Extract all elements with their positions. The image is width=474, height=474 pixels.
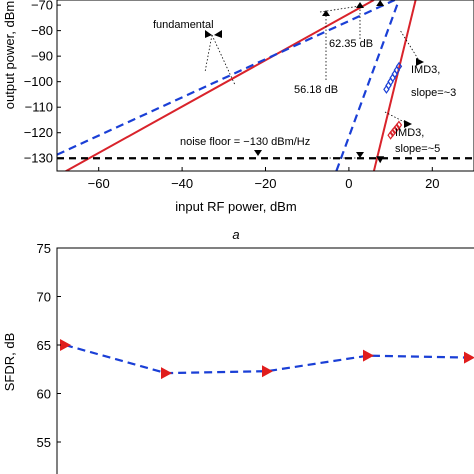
- chart-a-ytick-label: −90: [31, 49, 53, 64]
- chart-a-series-1-line: [57, 0, 396, 156]
- fundamental-leader-red: [211, 34, 236, 86]
- annotation-imd3-3-line2: slope=~3: [411, 87, 456, 99]
- chart-b-marker-3: [363, 349, 374, 362]
- annotation-gain-5618: 56.18 dB: [294, 84, 338, 96]
- chart-b: 55 60 65 70 75 SFDR, dB: [2, 241, 474, 474]
- chart-a-ytick-label: −70: [31, 0, 53, 13]
- chart-a-xtick-label: −60: [88, 176, 110, 191]
- chart-b-ylabel: SFDR, dB: [2, 333, 17, 392]
- chart-b-ytick-label: 70: [37, 290, 51, 305]
- chart-a-xlabel: input RF power, dBm: [175, 199, 296, 214]
- annotation-gain-6235: 62.35 dB: [329, 38, 373, 50]
- chart-b-ticks-layer: 55 60 65 70 75: [37, 241, 61, 450]
- chart-a-ytick-label: −80: [31, 23, 53, 38]
- chart-a-ytick-label: −130: [24, 151, 53, 166]
- chart-b-ytick-label: 65: [37, 338, 51, 353]
- imd3-3-leader: [399, 29, 421, 63]
- chart-b-marker-4: [464, 351, 474, 364]
- arrowhead-fundamental-1: [205, 30, 212, 38]
- chart-a-ytick-label: −100: [24, 74, 53, 89]
- chart-a-series-5-marker-6: [395, 61, 403, 71]
- annotation-imd3-5-line1: IMD3,: [395, 127, 424, 139]
- noise-floor-crossing-marker: [376, 156, 385, 164]
- chart-a-series-6-marker-0: [387, 130, 394, 140]
- arrowhead-fundamental-2: [214, 30, 222, 38]
- chart-b-ytick-label: 60: [37, 387, 51, 402]
- chart-b-ytick-label: 55: [37, 435, 51, 450]
- chart-a-series-6-marker-2: [391, 125, 399, 135]
- chart-a-xtick-label: −20: [254, 176, 276, 191]
- chart-a-series-layer: [57, 0, 474, 171]
- chart-b-series-layer: [60, 339, 474, 380]
- chart-a-series-6-marker-1: [389, 128, 396, 138]
- fundamental-leader-blue: [204, 34, 213, 73]
- chart-a-ytick-label: −110: [25, 100, 53, 115]
- chart-a: −60 −40 −20 0 20 −70 −80 −90 −100 −110 −120 −130 fu…: [2, 0, 474, 214]
- chart-a-series-6-marker-4: [395, 120, 403, 130]
- chart-a-series-0-line: [64, 0, 375, 171]
- chart-b-marker-2: [262, 365, 273, 378]
- chart-b-marker-1: [161, 367, 172, 380]
- chart-a-series-6-marker-3: [393, 123, 401, 133]
- chart-a-clipped-series: [57, 0, 474, 171]
- panel-label: a: [232, 227, 239, 242]
- chart-a-series-2-line: [372, 0, 417, 171]
- chart-a-xtick-label: 0: [345, 176, 352, 191]
- chart-b-series-line: [64, 343, 470, 375]
- arrowhead-gain-5618: [322, 10, 330, 16]
- top-crossing-marker: [376, 0, 385, 6]
- arrowhead-imd3-5: [404, 120, 412, 128]
- annotation-imd3-3-line1: IMD3,: [411, 64, 440, 76]
- chart-a-xtick-label: 20: [425, 176, 439, 191]
- arrowhead-gain-6235: [356, 2, 364, 8]
- chart-a-ytick-label: −120: [24, 125, 53, 140]
- chart-a-series-3-line: [335, 0, 400, 171]
- annotation-noise-floor: noise floor = −130 dBm/Hz: [180, 136, 310, 148]
- chart-a-xtick-label: −40: [171, 176, 193, 191]
- annotation-fundamental: fundamental: [153, 19, 214, 31]
- arrowhead-gain-bottom: [356, 152, 364, 158]
- arrowhead-noise-floor: [254, 150, 262, 156]
- chart-a-ylabel: output power, dBm: [2, 1, 17, 109]
- chart-b-marker-0: [60, 339, 71, 351]
- arrowhead-imd3-3: [416, 58, 424, 66]
- chart-b-ytick-label: 75: [37, 241, 51, 256]
- chart-a-ticks-layer: −60 −40 −20 0 20 −70 −80 −90 −100 −110 −120 −130: [24, 0, 440, 191]
- chart-a-annotation-arrowheads: [205, 2, 424, 158]
- annotation-imd3-5-line2: slope=~5: [395, 143, 440, 155]
